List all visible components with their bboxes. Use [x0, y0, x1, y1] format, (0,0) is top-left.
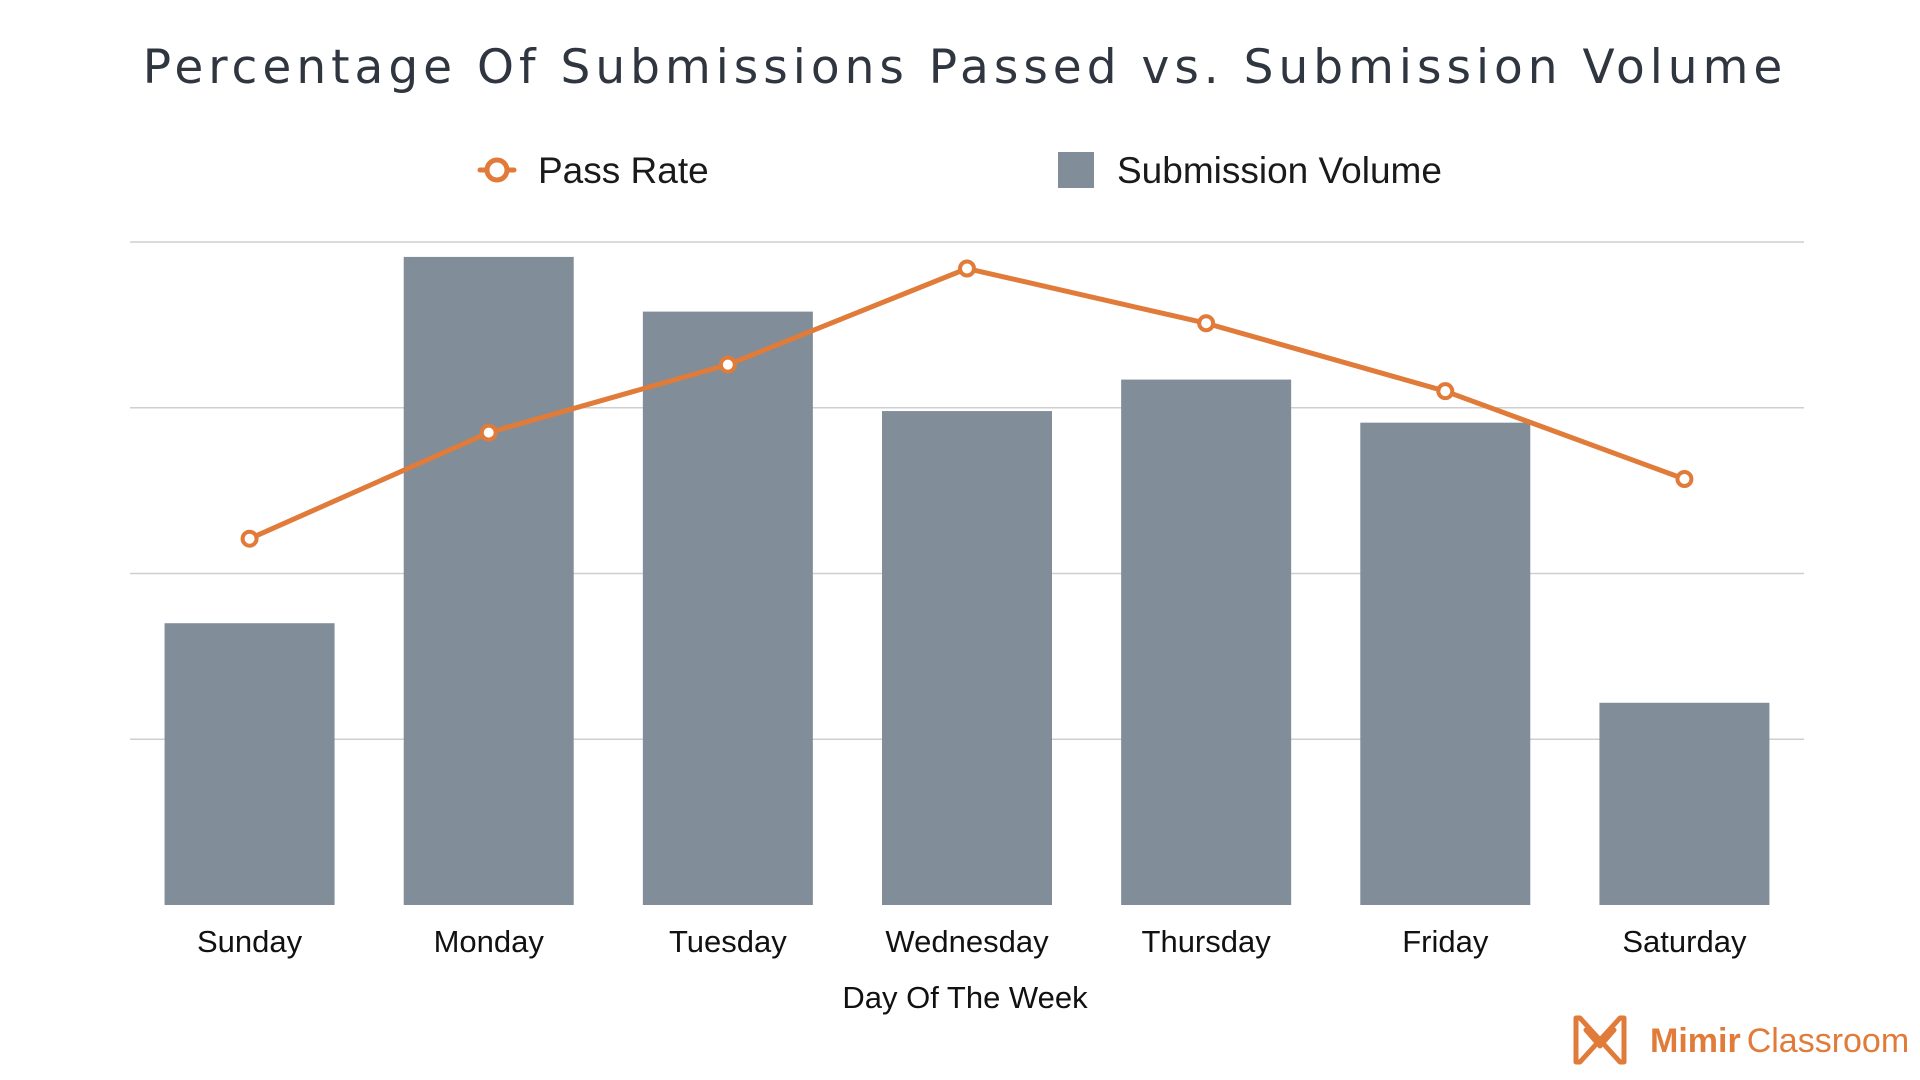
legend-label-submission-volume: Submission Volume	[1117, 150, 1442, 191]
brand-name: Mimir Classroom	[1650, 1022, 1909, 1060]
bar-friday	[1360, 422, 1531, 905]
mimir-logo-icon	[1573, 1015, 1627, 1065]
legend-item-submission-volume: Submission Volume	[1058, 150, 1442, 191]
bar-monday	[403, 256, 574, 906]
brand-logo: Mimir Classroom	[1573, 1015, 1909, 1065]
x-tick-label: Thursday	[1142, 924, 1272, 959]
x-tick-label: Monday	[434, 924, 545, 959]
brand-name-light: Classroom	[1747, 1022, 1909, 1060]
chart-title: Percentage Of Submissions Passed vs. Sub…	[143, 40, 1788, 95]
bar-tuesday	[642, 311, 813, 905]
legend: Pass Rate Submission Volume	[477, 150, 1442, 191]
pass-rate-point-wednesday	[958, 259, 976, 278]
x-tick-label: Saturday	[1622, 924, 1747, 959]
pass-rate-point-tuesday	[718, 355, 737, 374]
x-tick-label: Tuesday	[669, 924, 787, 959]
legend-label-pass-rate: Pass Rate	[538, 150, 709, 191]
pass-rate-point-monday	[479, 423, 498, 442]
x-axis-title: Day Of The Week	[842, 980, 1088, 1015]
x-axis-ticks: Sunday Monday Tuesday Wednesday Thursday Frid…	[197, 924, 1747, 959]
legend-square-swatch	[1058, 152, 1094, 188]
brand-name-bold: Mimir	[1650, 1022, 1741, 1060]
bar-thursday	[1121, 379, 1292, 905]
pass-rate-point-saturday	[1675, 470, 1694, 489]
legend-marker-icon	[484, 157, 510, 183]
x-tick-label: Friday	[1402, 924, 1489, 959]
bar-saturday	[1599, 702, 1770, 905]
bar-series-submission-volume	[164, 256, 1770, 906]
legend-item-pass-rate: Pass Rate	[477, 150, 709, 191]
pass-rate-point-friday	[1436, 382, 1455, 401]
line-series-pass-rate	[240, 259, 1694, 548]
bar-sunday	[164, 623, 335, 905]
bar-wednesday	[882, 411, 1052, 905]
x-tick-label: Wednesday	[885, 924, 1049, 959]
x-tick-label: Sunday	[197, 924, 303, 959]
pass-rate-point-thursday	[1197, 314, 1216, 333]
pass-rate-point-sunday	[240, 529, 259, 548]
